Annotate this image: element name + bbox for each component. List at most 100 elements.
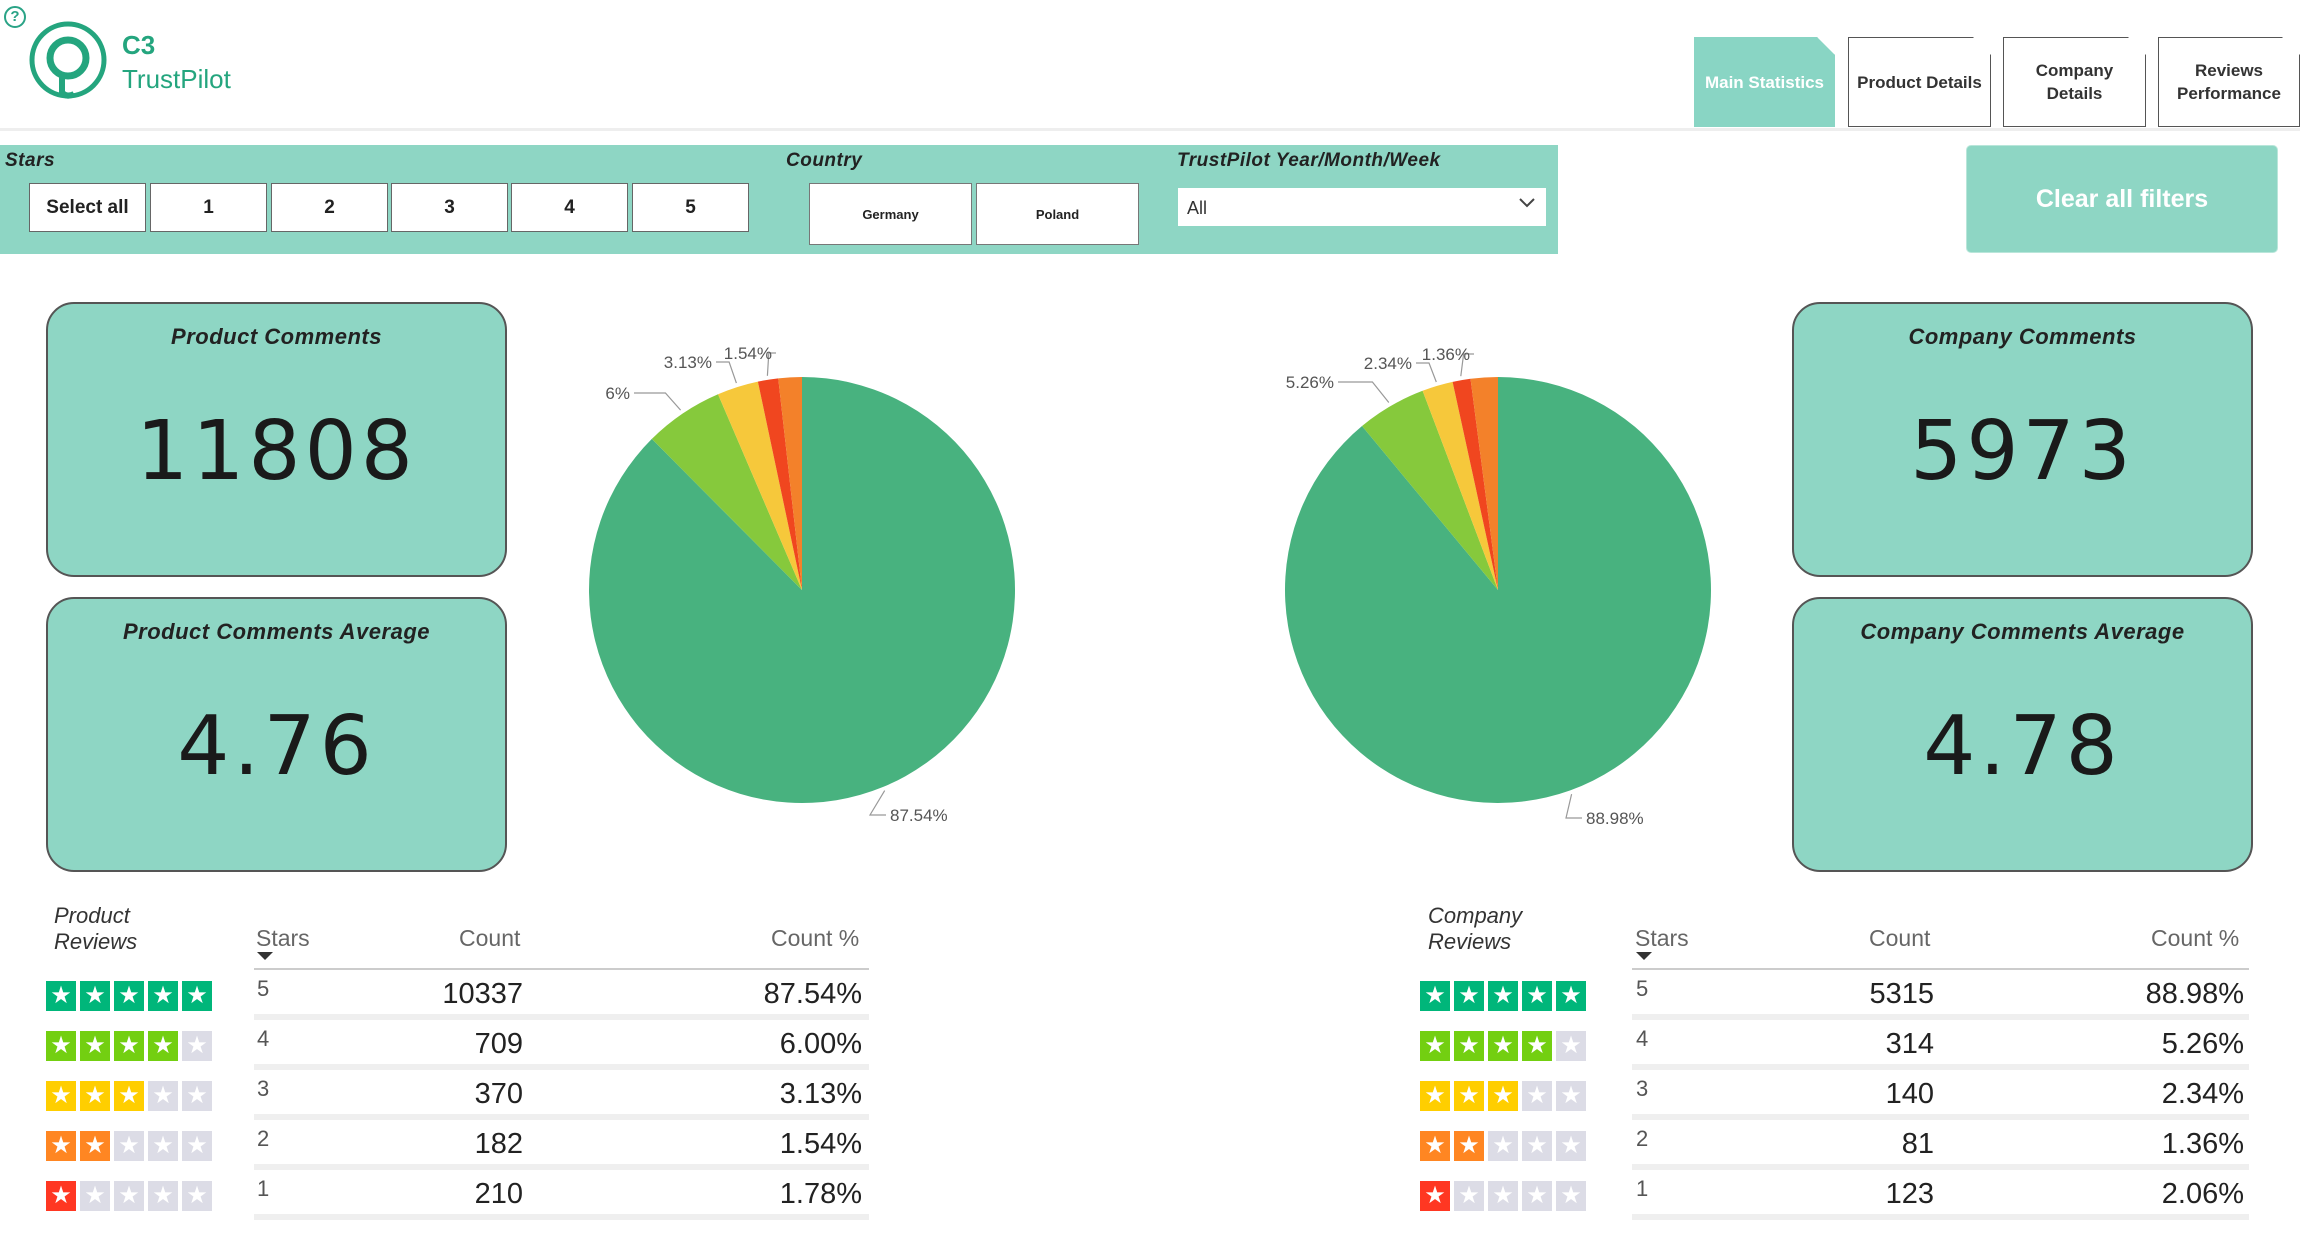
pie-slice-product-4-stars[interactable] [651, 394, 802, 590]
star-icon: ★ [1420, 1031, 1450, 1061]
star-icon: ★ [1420, 1131, 1450, 1161]
pie-slice-company-3-stars[interactable] [1422, 381, 1498, 590]
company-comments-label: Company Comments [1908, 324, 2137, 349]
pie-slice-product-1-stars[interactable] [778, 377, 802, 590]
star-rating-graphic: ★ ★ ★ ★ ★ [46, 1031, 216, 1061]
clear-filters-button[interactable]: Clear all filters [1966, 145, 2278, 253]
star-icon: ★ [1488, 1181, 1518, 1211]
company-header-count[interactable]: Count [1869, 925, 1931, 951]
product-header-stars[interactable]: Stars [256, 925, 310, 951]
country-germany-button[interactable]: Germany [809, 183, 972, 245]
table-cell-stars: 4 [1636, 1026, 1649, 1051]
table-cell-stars: 4 [257, 1026, 270, 1051]
star-icon: ★ [148, 981, 178, 1011]
table-cell-count: 182 [474, 1128, 523, 1160]
pie-slice-product-3-stars[interactable] [718, 381, 802, 590]
star-icon: ★ [148, 1031, 178, 1061]
product-header-count[interactable]: Count [459, 925, 521, 951]
star-rating-graphic: ★ ★ ★ ★ ★ [46, 1131, 216, 1161]
table-cell-count-pct: 1.78% [779, 1178, 862, 1210]
company-average-card: Company Comments Average 4.78 [1792, 597, 2253, 872]
stars-select-all-button[interactable]: Select all [29, 183, 146, 232]
table-row-divider [254, 1014, 869, 1020]
pie-leader-line [1565, 793, 1582, 819]
product-comments-card: Product Comments 11808 [46, 302, 507, 577]
table-cell-count: 5315 [1869, 978, 1934, 1010]
star-icon: ★ [80, 981, 110, 1011]
help-icon[interactable]: ? [4, 6, 26, 28]
period-dropdown-value: All [1187, 198, 1208, 218]
star-icon: ★ [80, 1081, 110, 1111]
star-icon: ★ [114, 1031, 144, 1061]
company-header-count-pct[interactable]: Count % [2151, 925, 2240, 951]
stars-5-button[interactable]: 5 [632, 183, 749, 232]
pie-slice-company-4-stars[interactable] [1362, 390, 1498, 590]
star-rating-graphic: ★ ★ ★ ★ ★ [46, 1181, 216, 1211]
table-cell-count-pct: 2.06% [2161, 1178, 2244, 1210]
tab-company-details[interactable]: Company Details [2003, 37, 2146, 127]
company-pie-chart: 88.98% 5.26% 2.34% 1.36% [1284, 345, 1711, 828]
table-cell-stars: 5 [257, 976, 270, 1001]
country-filter-label: Country [786, 150, 863, 171]
sort-down-icon[interactable] [257, 952, 273, 960]
table-cell-stars: 2 [257, 1126, 270, 1151]
product-header-count-pct[interactable]: Count % [771, 925, 860, 951]
star-icon: ★ [46, 1181, 76, 1211]
star-icon: ★ [1556, 1081, 1586, 1111]
tab-main-statistics[interactable]: Main Statistics [1694, 37, 1835, 127]
table-cell-count: 210 [474, 1178, 523, 1210]
header-divider [0, 128, 2300, 131]
pie-leader-line [766, 352, 776, 376]
star-icon: ★ [1488, 1081, 1518, 1111]
company-header-stars[interactable]: Stars [1635, 925, 1689, 951]
tab-reviews-performance[interactable]: Reviews Performance [2158, 37, 2300, 127]
star-icon: ★ [1420, 1081, 1450, 1111]
period-dropdown[interactable]: All [1178, 188, 1546, 226]
table-cell-stars: 3 [1636, 1076, 1649, 1101]
star-icon: ★ [1522, 981, 1552, 1011]
pie-slice-product-2-stars[interactable] [757, 378, 802, 590]
sort-down-icon[interactable] [1636, 952, 1652, 960]
table-cell-count-pct: 1.36% [2161, 1128, 2244, 1160]
star-icon: ★ [182, 1131, 212, 1161]
pie-slice-product-5-stars[interactable] [589, 377, 1016, 803]
table-cell-stars: 5 [1636, 976, 1649, 1001]
stars-filter-label: Stars [5, 150, 56, 171]
pie-slice-company-5-stars[interactable] [1284, 377, 1711, 803]
pie-leader-line [1460, 353, 1474, 377]
tab-product-details[interactable]: Product Details [1848, 37, 1991, 127]
stars-1-button[interactable]: 1 [150, 183, 267, 232]
table-cell-count-pct: 88.98% [2145, 978, 2244, 1010]
pie-slice-company-2-stars[interactable] [1452, 378, 1498, 590]
star-icon: ★ [1522, 1081, 1552, 1111]
star-icon: ★ [148, 1181, 178, 1211]
pie-data-label: 1.36% [1422, 345, 1470, 364]
star-icon: ★ [1420, 1181, 1450, 1211]
company-header-divider [1632, 968, 2249, 970]
product-pie-chart: 87.54% 6% 3.13% 1.54% [589, 344, 1016, 825]
table-cell-count-pct: 3.13% [779, 1078, 862, 1110]
star-icon: ★ [1556, 981, 1586, 1011]
star-icon: ★ [1556, 1031, 1586, 1061]
star-icon: ★ [182, 1081, 212, 1111]
country-poland-button[interactable]: Poland [976, 183, 1139, 245]
star-icon: ★ [80, 1031, 110, 1061]
star-icon: ★ [114, 1131, 144, 1161]
table-cell-stars: 3 [257, 1076, 270, 1101]
star-rating-graphic: ★ ★ ★ ★ ★ [1420, 1131, 1590, 1161]
pie-data-label: 1.54% [724, 344, 772, 363]
star-icon: ★ [1454, 1031, 1484, 1061]
product-average-value: 4.76 [177, 699, 376, 794]
pie-slice-company-1-stars[interactable] [1470, 377, 1498, 590]
app-subtitle: TrustPilot [122, 64, 231, 94]
stars-2-button[interactable]: 2 [271, 183, 388, 232]
table-cell-count: 10337 [442, 978, 523, 1010]
star-rating-graphic: ★ ★ ★ ★ ★ [1420, 981, 1590, 1011]
trustpilot-logo-icon [29, 21, 107, 99]
stars-3-button[interactable]: 3 [391, 183, 508, 232]
stars-4-button[interactable]: 4 [511, 183, 628, 232]
product-header-divider [254, 968, 869, 970]
table-cell-stars: 1 [1636, 1176, 1649, 1201]
company-reviews-title: Company Reviews [1428, 903, 1523, 954]
star-icon: ★ [1454, 981, 1484, 1011]
